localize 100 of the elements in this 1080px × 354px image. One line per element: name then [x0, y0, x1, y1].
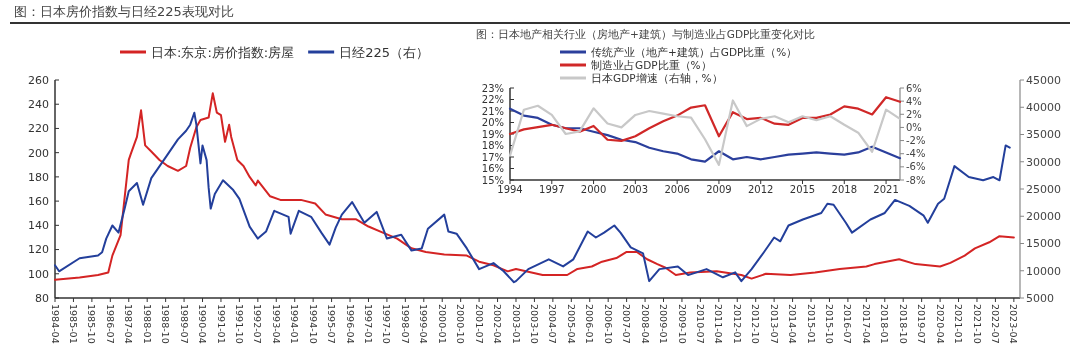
x-tick-label: 2016-07	[842, 304, 854, 344]
x-tick-label: 2000-01	[436, 304, 448, 344]
x-tick-label: 1991-01	[215, 304, 227, 344]
x-tick-label: 2015-10	[824, 304, 836, 344]
x-tick-label: 1997-01	[363, 304, 375, 344]
x-tick-label: 2013-07	[768, 304, 780, 344]
x-tick-label: 1997-10	[381, 304, 393, 344]
x-tick-label: 2006-01	[584, 304, 596, 344]
legend-label: 日本GDP增速（右轴，%）	[591, 71, 723, 84]
y-tick-label: 21%	[481, 105, 504, 117]
x-tick-label: 2015-01	[805, 304, 817, 344]
legend-label: 日本:东京:房价指数:房屋	[151, 44, 295, 60]
x-tick-label: 1985-10	[86, 304, 98, 344]
x-tick-label: 2015	[789, 184, 816, 195]
y2-tick-label: 2%	[906, 108, 922, 120]
y2-tick-label: 45000	[1026, 73, 1061, 87]
y-tick-label: 220	[28, 122, 49, 136]
x-tick-label: 2010-07	[694, 304, 706, 344]
legend-label: 日经225（右）	[339, 44, 429, 60]
x-tick-label: 1995-07	[326, 304, 338, 344]
y-tick-label: 17%	[481, 151, 504, 163]
x-tick-label: 1991-10	[233, 304, 245, 344]
x-tick-label: 2018	[831, 184, 858, 195]
x-tick-label: 1996-04	[344, 304, 356, 344]
x-tick-label: 2008-04	[639, 304, 651, 344]
y2-tick-label: 40000	[1026, 101, 1061, 115]
x-tick-label: 2003	[622, 184, 649, 195]
y2-tick-label: 10000	[1026, 264, 1061, 278]
x-tick-label: 2006	[664, 184, 690, 195]
y2-tick-label: 35000	[1026, 128, 1061, 142]
y2-tick-label: 6%	[906, 82, 922, 94]
y-tick-label: 16%	[481, 163, 504, 174]
y2-tick-label: 30000	[1026, 155, 1061, 169]
x-tick-label: 2012-01	[731, 304, 743, 344]
x-tick-label: 2012	[747, 184, 774, 195]
x-tick-label: 1987-04	[123, 304, 135, 344]
legend-label: 传统产业（地产+建筑）占GDP比重（%）	[591, 45, 798, 58]
y-tick-label: 140	[28, 219, 49, 233]
legend-label: 制造业占GDP比重（%）	[591, 58, 712, 71]
x-tick-label: 2011-04	[713, 304, 725, 344]
y-tick-label: 15%	[481, 174, 504, 186]
y-tick-label: 260	[28, 73, 49, 87]
x-tick-label: 2017-04	[860, 304, 872, 344]
x-tick-label: 2000	[580, 184, 607, 195]
y2-tick-label: -8%	[906, 174, 926, 186]
x-tick-label: 1988-01	[141, 304, 153, 344]
x-tick-label: 2022-07	[989, 304, 1001, 344]
y-tick-label: 180	[28, 170, 49, 184]
x-tick-label: 2012-10	[750, 304, 762, 344]
x-tick-label: 2005-04	[565, 304, 577, 344]
x-tick-label: 1994	[497, 184, 523, 195]
x-tick-label: 1986-07	[104, 304, 116, 344]
x-tick-label: 2023-04	[1008, 304, 1020, 344]
x-tick-label: 2009-01	[658, 304, 670, 344]
x-tick-label: 2003-10	[529, 304, 541, 344]
x-tick-label: 2009	[706, 184, 732, 195]
y-tick-label: 160	[28, 194, 49, 208]
y2-tick-label: -6%	[906, 161, 926, 173]
chart-title: 图：日本房价指数与日经225表现对比	[14, 4, 234, 19]
x-tick-label: 2003-01	[510, 304, 522, 344]
y2-tick-label: 5000	[1026, 291, 1054, 305]
x-tick-label: 1994-10	[307, 304, 319, 344]
x-tick-label: 2020-04	[934, 304, 946, 344]
y2-tick-label: 25000	[1026, 182, 1061, 196]
x-tick-label: 2004-07	[547, 304, 559, 344]
x-tick-label: 2000-10	[455, 304, 467, 344]
x-tick-label: 1997	[539, 184, 565, 195]
x-tick-label: 1994-01	[289, 304, 301, 344]
y-tick-label: 100	[28, 267, 49, 281]
x-tick-label: 2019-07	[916, 304, 928, 344]
y2-tick-label: 4%	[906, 95, 922, 107]
x-tick-label: 1988-10	[160, 304, 172, 344]
x-tick-label: 1999-04	[418, 304, 430, 344]
x-tick-label: 1984-04	[49, 304, 61, 344]
y-tick-label: 18%	[481, 140, 504, 151]
y2-tick-label: -4%	[906, 148, 926, 160]
x-tick-label: 1985-01	[68, 304, 80, 344]
x-tick-label: 2002-04	[492, 304, 504, 344]
x-tick-label: 2021-01	[953, 304, 965, 344]
x-tick-label: 2014-04	[787, 304, 799, 344]
y-tick-label: 20%	[481, 117, 504, 128]
y2-tick-label: 20000	[1026, 210, 1061, 224]
chart-title: 图：日本地产相关行业（房地产+建筑）与制造业占GDP比重变化对比	[476, 28, 816, 40]
x-tick-label: 1993-04	[270, 304, 282, 344]
y-tick-label: 80	[35, 291, 49, 305]
y2-tick-label: 15000	[1026, 237, 1061, 251]
x-tick-label: 2001-07	[473, 304, 485, 344]
x-tick-label: 2009-10	[676, 304, 688, 344]
x-tick-label: 2006-10	[602, 304, 614, 344]
y2-tick-label: -2%	[906, 135, 926, 147]
x-tick-label: 2018-01	[879, 304, 891, 344]
x-tick-label: 2021-10	[971, 304, 983, 344]
x-tick-label: 1998-07	[399, 304, 411, 344]
x-tick-label: 1992-07	[252, 304, 264, 344]
y2-tick-label: 0%	[906, 121, 922, 133]
x-tick-label: 1989-07	[178, 304, 190, 344]
y-tick-label: 19%	[481, 128, 504, 140]
x-tick-label: 2007-07	[621, 304, 633, 344]
y-tick-label: 23%	[481, 82, 504, 94]
y-tick-label: 120	[28, 243, 49, 257]
